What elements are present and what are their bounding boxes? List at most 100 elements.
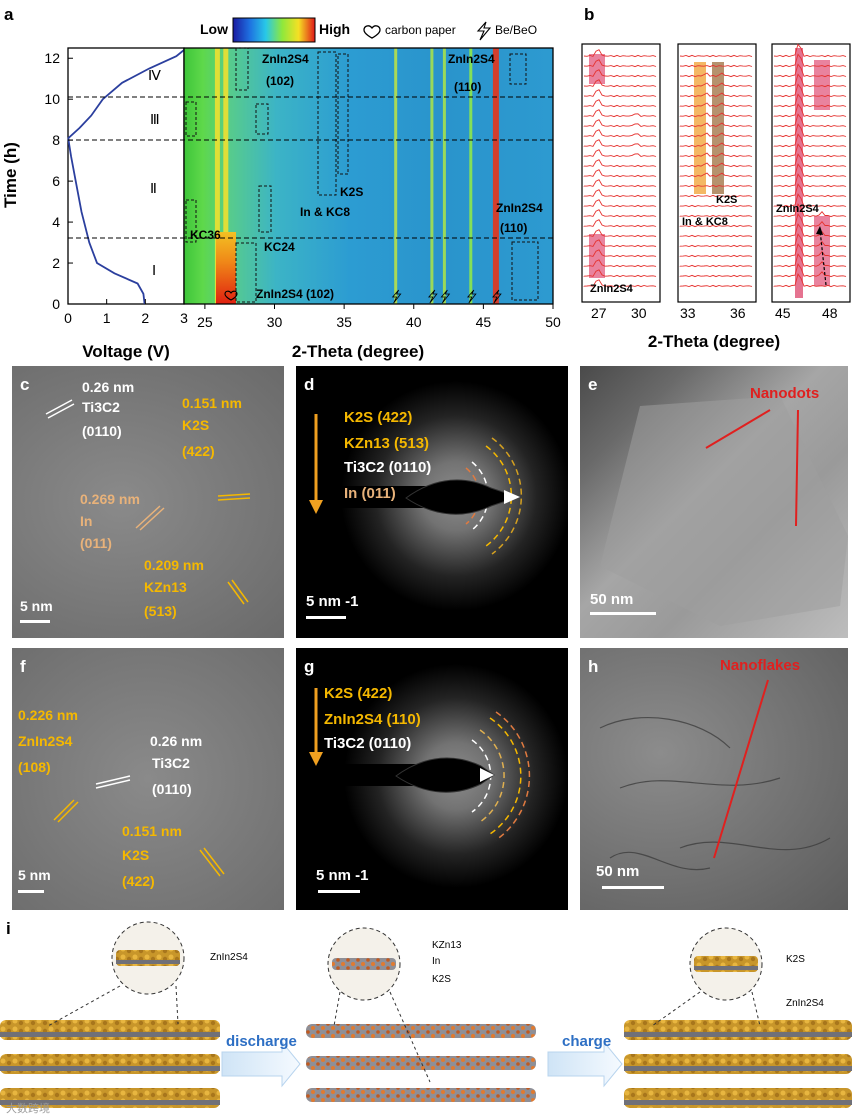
- voltage-axis-label: Voltage (V): [82, 342, 170, 361]
- c-scalebar: [20, 620, 50, 623]
- xrd-trace: [583, 239, 657, 248]
- g-r3: Ti3C2 (0110): [324, 735, 411, 752]
- legend-low: Low: [200, 21, 228, 37]
- ann-zis110-top: ZnIn2S4: [448, 52, 495, 66]
- panel-b: b ZnIn2S4 27 30 K2S In & KC8 33 36 ZnIn2…: [581, 5, 851, 351]
- f-p3a: K2S: [122, 847, 149, 863]
- c-p4b: (513): [144, 603, 177, 619]
- time-tick-label: 2: [52, 255, 60, 271]
- voltage-tick-label: 1: [103, 310, 111, 326]
- panel-d: d K2S (422) KZn13 (513) Ti3C2 (0110) In …: [296, 366, 568, 638]
- b-tick-2b: 36: [730, 305, 746, 321]
- b-xlabel: 2-Theta (degree): [648, 332, 780, 351]
- voltage-tick-label: 2: [141, 310, 149, 326]
- xrd-trace: [583, 89, 657, 98]
- xrd-trace: [679, 274, 753, 278]
- xrd-trace: [583, 209, 657, 218]
- b-label-3: ZnIn2S4: [776, 203, 820, 215]
- voltage-tick-label: 0: [64, 310, 72, 326]
- d-scalebar: [306, 616, 346, 619]
- b-tick-3b: 48: [822, 305, 838, 321]
- theta-tick-label: 50: [545, 314, 561, 330]
- lightning-icon: [476, 21, 492, 41]
- xrd-trace: [773, 163, 847, 178]
- time-tick-label: 12: [44, 50, 60, 66]
- legend-carbon-paper: carbon paper: [385, 23, 456, 37]
- d-r1: K2S (422): [344, 409, 412, 426]
- i-right-label-2: ZnIn2S4: [786, 998, 824, 1009]
- voltage-tick-label: 3: [180, 310, 188, 326]
- voltage-time-plot: 0 1 2 3: [64, 47, 188, 326]
- stage-3: Ⅲ: [150, 111, 160, 127]
- xrd-trace: [773, 213, 847, 228]
- b-tick-3a: 45: [775, 305, 791, 321]
- ann-zis110-mid: ZnIn2S4: [496, 201, 543, 215]
- g-scale: 5 nm -1: [316, 867, 369, 884]
- discharge-arrow: discharge: [221, 1033, 301, 1088]
- charge-arrow: charge: [547, 1033, 623, 1088]
- d-r3: Ti3C2 (0110): [344, 459, 431, 476]
- panel-h: h Nanoflakes 50 nm: [580, 648, 848, 910]
- xrd-trace: [773, 223, 847, 238]
- xrd-trace: [679, 234, 753, 238]
- xrd-trace: [679, 132, 753, 138]
- theta-tick-label: 40: [406, 314, 422, 330]
- b-tick-1a: 27: [591, 305, 607, 321]
- panel-f: f 0.226 nm ZnIn2S4 (108) 0.26 nm Ti3C2 (…: [12, 648, 284, 910]
- ann-kc36: KC36: [190, 228, 221, 242]
- panel-g: g K2S (422) ZnIn2S4 (110) Ti3C2 (0110) 5…: [296, 648, 568, 910]
- panel-label-a: a: [4, 5, 14, 24]
- c-p4a: KZn13: [144, 579, 187, 595]
- b-label-2a: K2S: [716, 194, 737, 206]
- panel-e: e Nanodots 50 nm: [580, 366, 848, 638]
- xrd-trace: [773, 53, 847, 68]
- xrd-trace: [583, 189, 657, 198]
- ann-in-kc8: In & KC8: [300, 205, 350, 219]
- xrd-trace: [773, 193, 847, 208]
- ann-zis110-top-idx: (110): [454, 80, 481, 94]
- panel-label-f: f: [20, 657, 26, 676]
- xrd-peak-stripe: [394, 48, 398, 304]
- xrd-trace: [773, 63, 847, 78]
- xrd-stack-1: ZnIn2S4 27 30: [581, 43, 661, 321]
- e-label: Nanodots: [750, 385, 819, 402]
- xrd-heatmap: [183, 47, 554, 305]
- xrd-trace: [679, 284, 753, 288]
- panel-label-c: c: [20, 375, 29, 394]
- f-d2: 0.26 nm: [150, 733, 202, 749]
- xrd-trace: [583, 49, 657, 58]
- xrd-trace: [679, 254, 753, 258]
- stage-1: Ⅰ: [152, 262, 156, 278]
- c-d1: 0.26 nm: [82, 379, 134, 395]
- h-scalebar: [602, 886, 664, 889]
- ann-zis110-mid-idx: (110): [500, 221, 527, 235]
- discharge-label: discharge: [226, 1033, 297, 1050]
- theta-tick-label: 35: [336, 314, 352, 330]
- xrd-trace: [583, 279, 657, 288]
- xrd-trace: [679, 152, 753, 158]
- i-right-layers: K2S ZnIn2S4: [624, 927, 852, 1108]
- hotspot: [216, 232, 236, 304]
- b-tick-2a: 33: [680, 305, 696, 321]
- charge-label: charge: [562, 1033, 611, 1050]
- xrd-trace: [583, 269, 657, 278]
- xrd-trace: [583, 109, 657, 118]
- i-left-layers: ZnIn2S4: [0, 921, 248, 1108]
- time-tick-label: 0: [52, 296, 60, 312]
- stage-4: Ⅳ: [148, 67, 161, 83]
- xrd-trace: [679, 122, 753, 128]
- be-beo-marker: [391, 289, 402, 304]
- xrd-stack-3: ZnIn2S4 45 48: [771, 43, 851, 321]
- xrd-trace: [583, 259, 657, 268]
- xrd-trace: [773, 43, 847, 58]
- f-p1a: ZnIn2S4: [18, 733, 73, 749]
- xrd-trace: [679, 112, 753, 118]
- colorbar: [232, 17, 316, 43]
- i-left-label: ZnIn2S4: [210, 952, 248, 963]
- c-p2a: K2S: [182, 417, 209, 433]
- xrd-trace: [583, 59, 657, 68]
- i-mid-label-3: K2S: [432, 974, 451, 985]
- xrd-trace: [679, 162, 753, 168]
- c-p1a: Ti3C2: [82, 399, 120, 415]
- be-beo-marker: [492, 289, 502, 304]
